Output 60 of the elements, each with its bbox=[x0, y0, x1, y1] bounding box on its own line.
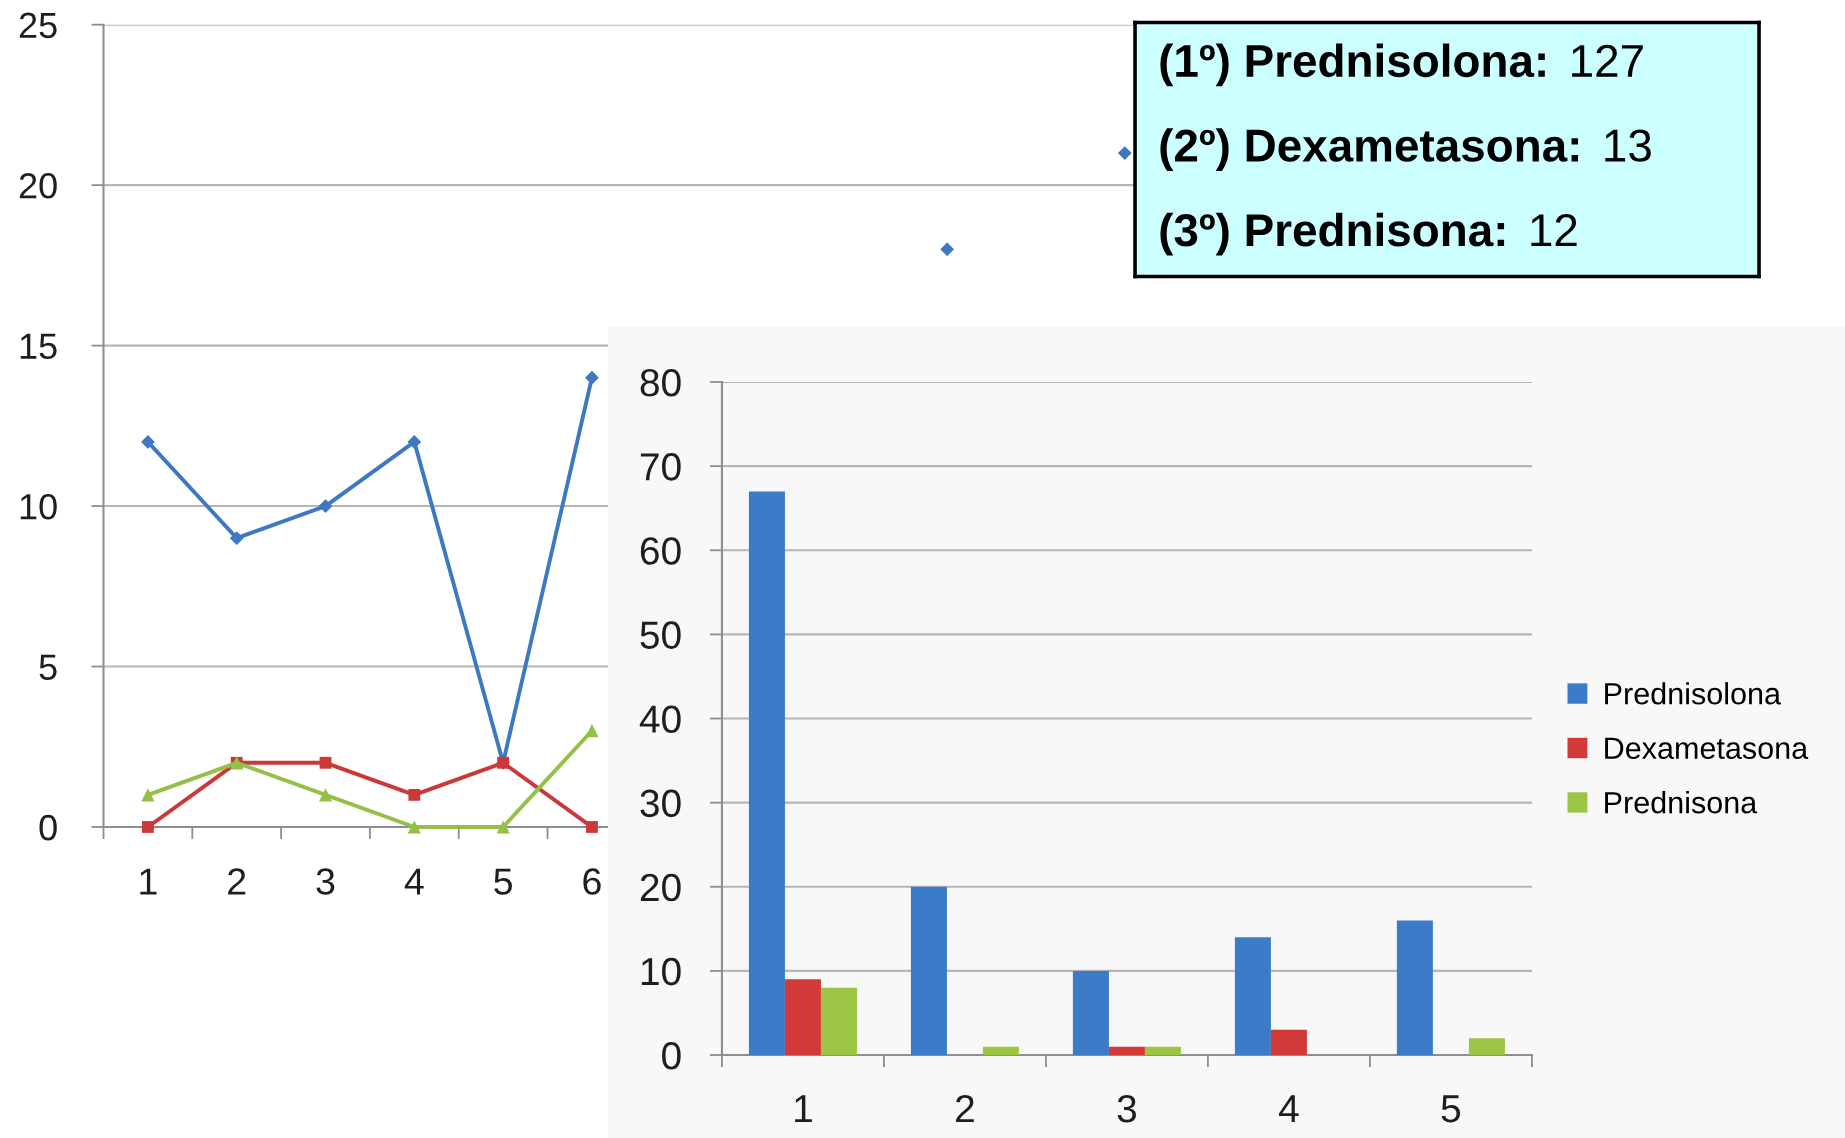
y-tick-label: 0 bbox=[662, 1041, 681, 1070]
y-tick-label: 30 bbox=[640, 789, 681, 818]
bar bbox=[820, 987, 857, 1056]
bar bbox=[1144, 1046, 1181, 1056]
bar bbox=[748, 491, 785, 1056]
y-tick-label: 10 bbox=[641, 957, 681, 986]
bar bbox=[982, 1046, 1019, 1056]
y-tick-label: 25 bbox=[19, 12, 57, 39]
point bbox=[318, 788, 333, 802]
y-tick-label: 20 bbox=[640, 873, 681, 902]
annotation: (2º) Dexametasona: 13 bbox=[1160, 128, 1651, 171]
y-tick-label: 50 bbox=[640, 621, 681, 649]
point bbox=[229, 531, 244, 546]
bar bbox=[1072, 970, 1109, 1056]
x-tick-label: 1 bbox=[795, 1095, 812, 1123]
x-tick-label: 4 bbox=[1279, 1095, 1299, 1123]
point bbox=[1117, 146, 1132, 160]
x-tick-label: 2 bbox=[228, 868, 246, 895]
bar bbox=[1468, 1038, 1505, 1056]
y-tick-label: 0 bbox=[39, 814, 57, 841]
y-tick-label: 60 bbox=[640, 537, 681, 565]
y-tick-label: 5 bbox=[39, 654, 57, 680]
x-tick-label: 2 bbox=[956, 1094, 974, 1123]
y-tick-label: 80 bbox=[640, 368, 681, 397]
x-tick-label: 3 bbox=[316, 868, 335, 895]
annotation: (1º) Prednisolona: 127 bbox=[1160, 43, 1643, 87]
point bbox=[142, 821, 154, 833]
point bbox=[408, 788, 421, 801]
legend-label: Prednisolona bbox=[1605, 682, 1782, 705]
point bbox=[496, 820, 510, 834]
bar bbox=[1270, 1029, 1307, 1056]
point bbox=[586, 821, 598, 833]
annotation: (3º) Prednisona: 12 bbox=[1160, 212, 1577, 256]
x-tick-label: 5 bbox=[494, 868, 512, 895]
x-tick-label: 6 bbox=[583, 868, 601, 895]
x-tick-label: 5 bbox=[1441, 1095, 1461, 1123]
point bbox=[141, 788, 155, 802]
bar bbox=[910, 886, 947, 1056]
point bbox=[940, 242, 955, 257]
bar bbox=[1234, 937, 1271, 1056]
point bbox=[319, 756, 332, 769]
bar bbox=[1396, 920, 1433, 1056]
bar bbox=[1108, 1046, 1145, 1056]
point bbox=[318, 499, 333, 513]
x-tick-label: 4 bbox=[404, 868, 424, 895]
point bbox=[407, 820, 421, 834]
legend-label: Prednisona bbox=[1605, 791, 1758, 814]
y-tick-label: 40 bbox=[639, 705, 681, 734]
bar bbox=[784, 979, 821, 1056]
point bbox=[585, 724, 599, 738]
y-tick-label: 20 bbox=[19, 173, 57, 199]
point bbox=[585, 370, 599, 385]
y-tick-label: 15 bbox=[20, 333, 57, 360]
y-tick-label: 70 bbox=[640, 453, 681, 481]
point bbox=[407, 435, 422, 449]
x-tick-label: 3 bbox=[1117, 1094, 1137, 1123]
x-tick-label: 1 bbox=[140, 868, 157, 895]
point bbox=[141, 435, 155, 449]
y-tick-label: 10 bbox=[20, 493, 57, 520]
legend-label: Dexametasona bbox=[1605, 737, 1809, 760]
